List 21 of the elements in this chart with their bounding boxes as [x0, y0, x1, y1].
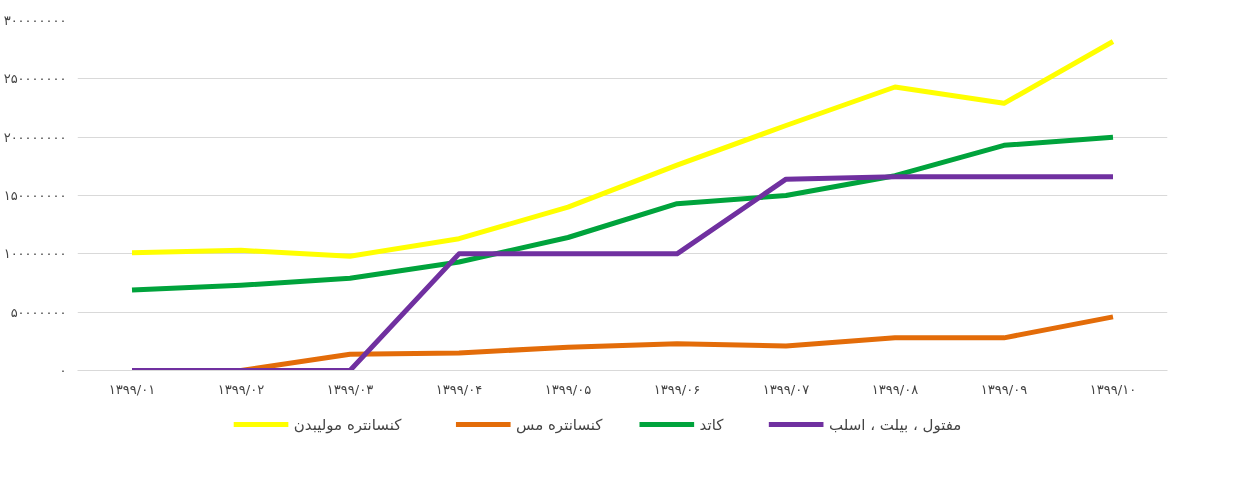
- legend-label: کنسانتره مس: [516, 415, 604, 434]
- y-tick-label: ۰: [59, 363, 67, 378]
- x-tick-label: ۱۳۹۹/۱۰: [1089, 381, 1137, 397]
- y-tick-label: ۱۵۰۰۰۰۰۰۰: [3, 188, 67, 203]
- y-tick-label: ۱۰۰۰۰۰۰۰۰: [3, 246, 67, 262]
- x-tick-label: ۱۳۹۹/۰۷: [762, 381, 810, 397]
- x-tick-label: ۱۳۹۹/۰۵: [544, 381, 592, 397]
- y-tick-label: ۳۰۰۰۰۰۰۰۰: [3, 13, 67, 28]
- x-tick-label: ۱۳۹۹/۰۶: [653, 381, 701, 397]
- legend-label: کاتد: [699, 415, 725, 434]
- y-tick-label: ۵۰۰۰۰۰۰۰: [10, 304, 67, 320]
- x-tick-label: ۱۳۹۹/۰۲: [217, 381, 265, 397]
- x-tick-label: ۱۳۹۹/۰۸: [871, 381, 919, 397]
- x-tick-label: ۱۳۹۹/۰۱: [108, 381, 156, 397]
- legend-label: کنسانتره مولیبدن: [293, 415, 403, 434]
- x-tick-label: ۱۳۹۹/۰۴: [435, 381, 483, 397]
- y-tick-label: ۲۰۰۰۰۰۰۰۰: [3, 129, 67, 145]
- y-tick-label: ۲۵۰۰۰۰۰۰۰: [3, 71, 67, 87]
- x-tick-label: ۱۳۹۹/۰۹: [980, 381, 1028, 397]
- legend-label: مفتول ، بیلت ، اسلب: [828, 415, 962, 434]
- x-tick-label: ۱۳۹۹/۰۳: [326, 381, 374, 397]
